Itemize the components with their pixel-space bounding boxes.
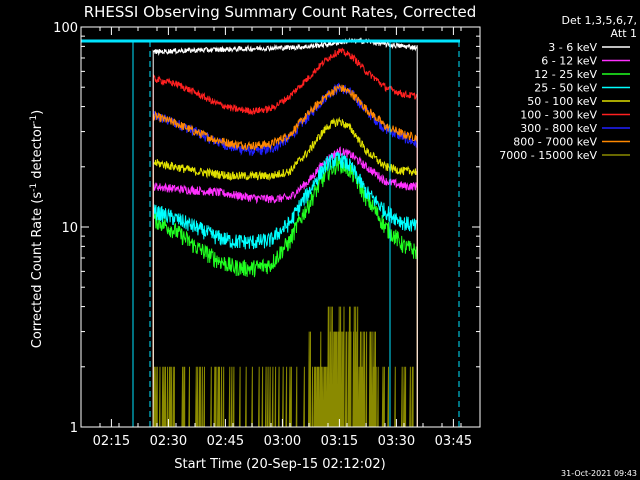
series-line-7000-15000kev	[153, 306, 418, 427]
y-tick-label: 1	[70, 421, 78, 436]
series-line-25-50kev	[152, 151, 418, 427]
y-axis-label-end: )	[30, 110, 45, 115]
plot-frame	[80, 26, 481, 428]
legend-header-1: Det 1,3,5,6,7,	[561, 14, 637, 27]
legend-label: 100 - 300 keV	[520, 109, 597, 122]
series-line-12-25kev	[152, 155, 418, 427]
x-tick-label: 03:00	[264, 434, 301, 449]
legend-label: 7000 - 15000 keV	[499, 149, 597, 162]
legend-header-2: Att 1	[611, 27, 637, 40]
legend-label: 800 - 7000 keV	[513, 136, 597, 149]
legend-label: 50 - 100 keV	[527, 95, 597, 108]
y-axis-label: Corrected Count Rate (s-1 detector-1)	[29, 110, 45, 348]
legend-label: 300 - 800 keV	[520, 122, 597, 135]
y-axis-label-sup2: -1	[29, 115, 39, 124]
x-tick-label: 03:45	[435, 434, 472, 449]
overlay-layer	[81, 39, 460, 427]
series-line-800-7000kev	[152, 84, 418, 427]
legend-label: 3 - 6 keV	[548, 41, 597, 54]
x-tick-label: 02:45	[207, 434, 244, 449]
x-tick-label: 03:15	[321, 434, 358, 449]
x-tick-label: 02:15	[93, 434, 130, 449]
footer-timestamp: 31-Oct-2021 09:43	[561, 469, 637, 478]
chart-title: RHESSI Observing Summary Count Rates, Co…	[84, 3, 477, 21]
y-tick-label: 100	[53, 21, 78, 36]
x-tick-label: 03:30	[378, 434, 415, 449]
series-line-50-100kev	[152, 116, 418, 427]
x-axis-label: Start Time (20-Sep-15 02:12:02)	[174, 457, 385, 472]
series-layer	[152, 37, 418, 427]
series-line-6-12kev	[152, 146, 418, 427]
series-line-100-300kev	[152, 47, 418, 427]
x-tick-label: 02:30	[150, 434, 187, 449]
legend-label: 25 - 50 keV	[534, 82, 597, 95]
y-axis-label-mid: detector	[30, 123, 45, 183]
y-axis-label-sup1: -1	[29, 183, 39, 192]
y-tick-label: 10	[61, 221, 78, 236]
axis-layer: 02:15 02:30 02:45 03:00 03:15 03:30 03:45 1 10 10…	[53, 21, 481, 449]
y-axis-label-main: Corrected Count Rate (s	[30, 192, 45, 349]
legend-label: 6 - 12 keV	[541, 55, 597, 68]
legend-label: 12 - 25 keV	[534, 68, 597, 81]
